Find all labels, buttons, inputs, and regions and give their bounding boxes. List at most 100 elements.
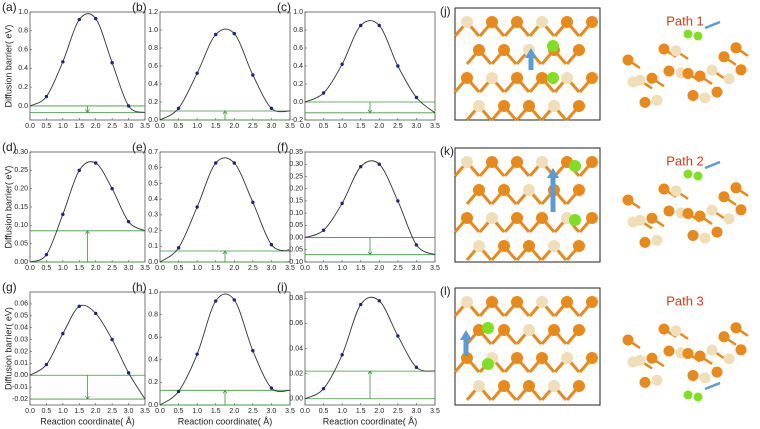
- x-tick-label: 0.5: [42, 265, 52, 272]
- data-point: [396, 199, 400, 203]
- data-point: [94, 311, 98, 316]
- atom: [498, 184, 510, 196]
- atom: [639, 236, 651, 248]
- atom: [536, 72, 548, 84]
- panel-label: (k): [440, 144, 454, 158]
- atom: [523, 240, 535, 252]
- data-point: [340, 201, 344, 206]
- atom: [561, 296, 573, 308]
- y-tick-label: 0.02: [289, 370, 303, 377]
- x-tick-label: 2.5: [393, 408, 403, 415]
- data-point: [232, 161, 236, 165]
- atom: [682, 67, 694, 79]
- atom: [730, 322, 742, 334]
- li-atom: [569, 214, 581, 226]
- panel-label: (i): [277, 280, 288, 294]
- x-tick-label: 0.5: [42, 123, 52, 130]
- panel-label: (c): [277, 0, 291, 14]
- data-point: [214, 161, 218, 165]
- y-tick-label: 0.10: [14, 222, 28, 229]
- x-tick-label: 0.0: [155, 265, 165, 272]
- x-tick-label: 1.0: [337, 408, 347, 415]
- atom: [498, 240, 510, 252]
- y-tick-label: 0.00: [14, 259, 28, 266]
- data-point: [321, 91, 326, 95]
- y-tick-label: 0.06: [14, 301, 28, 308]
- atom: [586, 296, 598, 308]
- y-tick-label: 0.0: [148, 117, 158, 124]
- y-tick-label: 0.30: [14, 149, 28, 156]
- y-tick-label: 0.2: [148, 379, 158, 386]
- li-atom: [482, 322, 494, 334]
- atom: [651, 374, 663, 386]
- y-tick-label: 0.20: [289, 186, 303, 193]
- atom: [548, 380, 560, 392]
- x-tick-label: 2.0: [374, 265, 384, 272]
- y-axis-title: Diffusion barrier( eV): [3, 166, 13, 249]
- data-point: [377, 299, 381, 303]
- data-point: [251, 349, 255, 353]
- data-point: [126, 371, 131, 375]
- x-axis-title: Reaction coordinate( Å): [323, 416, 418, 426]
- atom: [646, 72, 658, 84]
- atom: [670, 185, 682, 197]
- x-tick-label: 2.5: [393, 123, 403, 130]
- x-tick-label: 0.5: [174, 123, 184, 130]
- y-tick-label: 0.4: [148, 357, 158, 364]
- data-point: [232, 31, 236, 36]
- atom: [651, 234, 663, 246]
- y-tick-label: 0.2: [148, 227, 158, 234]
- y-tick-label: 0.05: [14, 313, 28, 320]
- level-arrow: [367, 237, 373, 256]
- atom: [634, 354, 646, 366]
- barrier-curve: [159, 28, 291, 121]
- atom: [706, 204, 718, 216]
- x-axis-title: Reaction coordinate( Å): [178, 416, 273, 426]
- atom: [523, 380, 535, 392]
- atom: [711, 86, 723, 98]
- atom: [658, 323, 670, 335]
- y-tick-label: 1.0: [293, 9, 303, 16]
- li-atom: [547, 40, 559, 52]
- y-tick-label: 0.5: [148, 180, 158, 187]
- x-tick-label: 1.0: [337, 123, 347, 130]
- x-tick-label: 0.0: [300, 265, 310, 272]
- data-point: [44, 94, 49, 99]
- x-tick-label: 1.0: [337, 265, 347, 272]
- atom: [718, 51, 730, 63]
- y-tick-label: 0.4: [148, 196, 158, 203]
- migration-arrow-head: [547, 168, 559, 178]
- y-tick-label: 0.05: [14, 241, 28, 248]
- data-point: [340, 62, 344, 66]
- atom: [573, 380, 585, 392]
- atom: [573, 100, 585, 112]
- plot-frame: [304, 151, 436, 263]
- y-tick-label: 0.6: [148, 334, 158, 341]
- y-tick-label: 0.0: [18, 103, 28, 110]
- x-tick-label: 1.0: [192, 408, 202, 415]
- atom: [586, 16, 598, 28]
- y-tick-label: 0.35: [289, 149, 303, 156]
- x-tick-label: 1.0: [58, 265, 68, 272]
- plot-frame: [29, 291, 146, 406]
- y-tick-label: 1.0: [148, 27, 158, 34]
- atom: [622, 334, 634, 346]
- atom: [486, 212, 498, 224]
- x-tick-label: 3.0: [412, 123, 422, 130]
- atom: [735, 344, 747, 356]
- atom: [461, 16, 473, 28]
- panel-label: (e): [132, 140, 147, 154]
- atom: [486, 16, 498, 28]
- level-arrow: [367, 370, 373, 399]
- x-tick-label: 2.0: [229, 408, 239, 415]
- atom: [561, 72, 573, 84]
- x-tick-label: 0.0: [300, 123, 310, 130]
- atom: [461, 212, 473, 224]
- y-tick-label: 0.04: [289, 345, 303, 352]
- data-point: [251, 73, 255, 77]
- data-point: [377, 23, 381, 28]
- atom: [718, 331, 730, 343]
- atom: [670, 45, 682, 57]
- atom: [461, 156, 473, 168]
